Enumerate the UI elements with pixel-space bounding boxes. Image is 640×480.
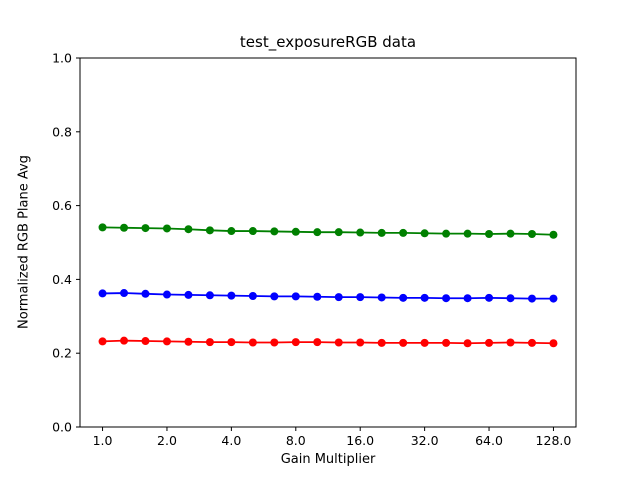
series-line-blue bbox=[102, 292, 554, 300]
data-point-green bbox=[506, 229, 515, 238]
data-point-red bbox=[248, 338, 257, 347]
data-point-red bbox=[485, 338, 494, 347]
data-point-red bbox=[527, 338, 536, 347]
data-point-green bbox=[527, 230, 536, 239]
series-line-green bbox=[102, 226, 554, 236]
data-point-blue bbox=[399, 293, 408, 302]
x-tick-label: 4.0 bbox=[221, 433, 241, 448]
data-point-green bbox=[463, 229, 472, 238]
data-point-red bbox=[377, 338, 386, 347]
data-point-green bbox=[270, 227, 279, 236]
data-point-red bbox=[334, 338, 343, 347]
data-point-blue bbox=[98, 289, 107, 298]
data-point-green bbox=[377, 228, 386, 237]
y-axis-label: Normalized RGB Plane Avg bbox=[16, 155, 32, 329]
data-point-red bbox=[162, 337, 171, 346]
data-point-green bbox=[485, 230, 494, 239]
y-tick-label: 0.2 bbox=[52, 346, 72, 361]
data-point-red bbox=[184, 337, 193, 346]
data-point-green bbox=[334, 228, 343, 237]
x-tick-label: 8.0 bbox=[286, 433, 306, 448]
data-point-blue bbox=[227, 291, 236, 300]
data-point-green bbox=[162, 224, 171, 233]
data-point-green bbox=[549, 230, 558, 239]
data-point-green bbox=[291, 227, 300, 236]
data-point-red bbox=[420, 338, 429, 347]
data-point-red bbox=[98, 337, 107, 346]
y-tick-label: 1.0 bbox=[52, 51, 72, 66]
data-point-blue bbox=[248, 292, 257, 301]
data-point-red bbox=[549, 339, 558, 348]
chart-title: test_exposureRGB data bbox=[239, 33, 417, 51]
data-point-blue bbox=[442, 294, 451, 303]
data-point-green bbox=[141, 224, 150, 233]
data-point-blue bbox=[205, 291, 214, 300]
axes-box bbox=[79, 57, 577, 428]
data-point-blue bbox=[291, 292, 300, 301]
data-point-green bbox=[313, 228, 322, 237]
data-point-green bbox=[205, 226, 214, 235]
data-point-blue bbox=[356, 293, 365, 302]
data-point-blue bbox=[334, 293, 343, 302]
data-point-red bbox=[291, 338, 300, 347]
data-point-red bbox=[356, 338, 365, 347]
data-point-red bbox=[120, 336, 129, 345]
data-point-blue bbox=[506, 294, 515, 303]
x-tick-label: 128.0 bbox=[536, 433, 572, 448]
data-point-blue bbox=[549, 294, 558, 303]
x-tick-label: 1.0 bbox=[93, 433, 113, 448]
data-point-green bbox=[442, 229, 451, 238]
data-point-blue bbox=[120, 289, 129, 298]
y-tick-label: 0.8 bbox=[52, 124, 72, 139]
data-point-blue bbox=[420, 293, 429, 302]
data-point-blue bbox=[313, 292, 322, 301]
x-axis-label: Gain Multiplier bbox=[280, 452, 376, 467]
x-tick-label: 2.0 bbox=[157, 433, 177, 448]
data-point-green bbox=[98, 223, 107, 232]
data-point-red bbox=[141, 337, 150, 346]
y-tick-label: 0.4 bbox=[52, 272, 72, 287]
series-line-red bbox=[102, 339, 554, 345]
data-point-red bbox=[227, 338, 236, 347]
x-tick-label: 16.0 bbox=[346, 433, 374, 448]
series-blue bbox=[98, 289, 558, 303]
data-point-green bbox=[227, 227, 236, 236]
data-point-blue bbox=[377, 293, 386, 302]
data-point-red bbox=[442, 338, 451, 347]
data-point-blue bbox=[270, 292, 279, 301]
data-point-blue bbox=[162, 290, 171, 299]
data-point-blue bbox=[527, 294, 536, 303]
y-tick-label: 0.0 bbox=[52, 420, 72, 435]
data-point-green bbox=[120, 223, 129, 232]
data-point-red bbox=[506, 338, 515, 347]
data-point-red bbox=[399, 338, 408, 347]
data-point-red bbox=[270, 338, 279, 347]
data-point-blue bbox=[184, 290, 193, 299]
series-red bbox=[98, 336, 558, 348]
y-axis-ticks: 0.0 0.2 0.4 0.6 0.8 1.0 bbox=[52, 51, 80, 435]
x-tick-label: 32.0 bbox=[411, 433, 439, 448]
data-point-red bbox=[313, 338, 322, 347]
data-point-red bbox=[205, 338, 214, 347]
data-point-green bbox=[420, 229, 429, 238]
data-point-blue bbox=[141, 289, 150, 298]
data-point-green bbox=[399, 228, 408, 237]
x-tick-label: 64.0 bbox=[475, 433, 503, 448]
data-point-blue bbox=[485, 293, 494, 302]
data-point-red bbox=[463, 339, 472, 348]
x-axis-ticks: 1.0 2.0 4.0 8.0 16.0 32.0 64.0 128.0 bbox=[93, 427, 572, 448]
data-point-green bbox=[184, 225, 193, 234]
data-point-green bbox=[248, 227, 257, 236]
y-tick-label: 0.6 bbox=[52, 198, 72, 213]
series-green bbox=[98, 223, 558, 239]
data-point-blue bbox=[463, 294, 472, 303]
data-point-green bbox=[356, 228, 365, 237]
